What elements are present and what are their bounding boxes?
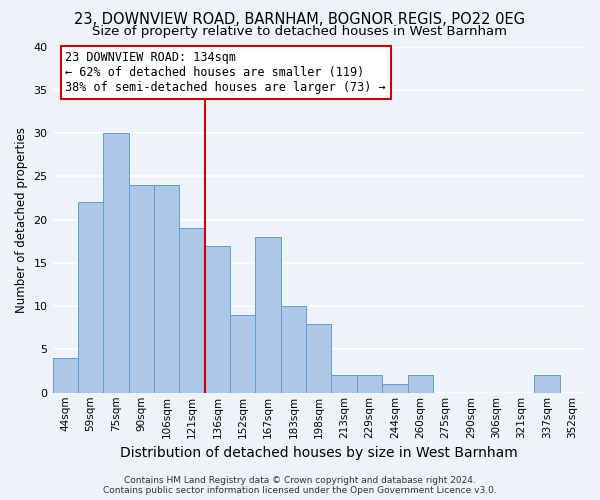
Bar xyxy=(306,324,331,393)
Bar xyxy=(103,133,128,393)
Text: 23, DOWNVIEW ROAD, BARNHAM, BOGNOR REGIS, PO22 0EG: 23, DOWNVIEW ROAD, BARNHAM, BOGNOR REGIS… xyxy=(74,12,526,28)
Bar xyxy=(382,384,407,393)
Bar xyxy=(154,185,179,393)
Bar xyxy=(179,228,205,393)
Text: Contains HM Land Registry data © Crown copyright and database right 2024.
Contai: Contains HM Land Registry data © Crown c… xyxy=(103,476,497,495)
Bar xyxy=(205,246,230,393)
Bar xyxy=(331,376,357,393)
Bar xyxy=(230,315,256,393)
Bar xyxy=(407,376,433,393)
Bar xyxy=(128,185,154,393)
Bar xyxy=(78,202,103,393)
Bar xyxy=(53,358,78,393)
Text: Size of property relative to detached houses in West Barnham: Size of property relative to detached ho… xyxy=(92,25,508,38)
Bar xyxy=(256,237,281,393)
Y-axis label: Number of detached properties: Number of detached properties xyxy=(15,126,28,312)
Bar xyxy=(534,376,560,393)
Bar xyxy=(281,306,306,393)
X-axis label: Distribution of detached houses by size in West Barnham: Distribution of detached houses by size … xyxy=(120,446,518,460)
Bar xyxy=(357,376,382,393)
Text: 23 DOWNVIEW ROAD: 134sqm
← 62% of detached houses are smaller (119)
38% of semi-: 23 DOWNVIEW ROAD: 134sqm ← 62% of detach… xyxy=(65,51,386,94)
